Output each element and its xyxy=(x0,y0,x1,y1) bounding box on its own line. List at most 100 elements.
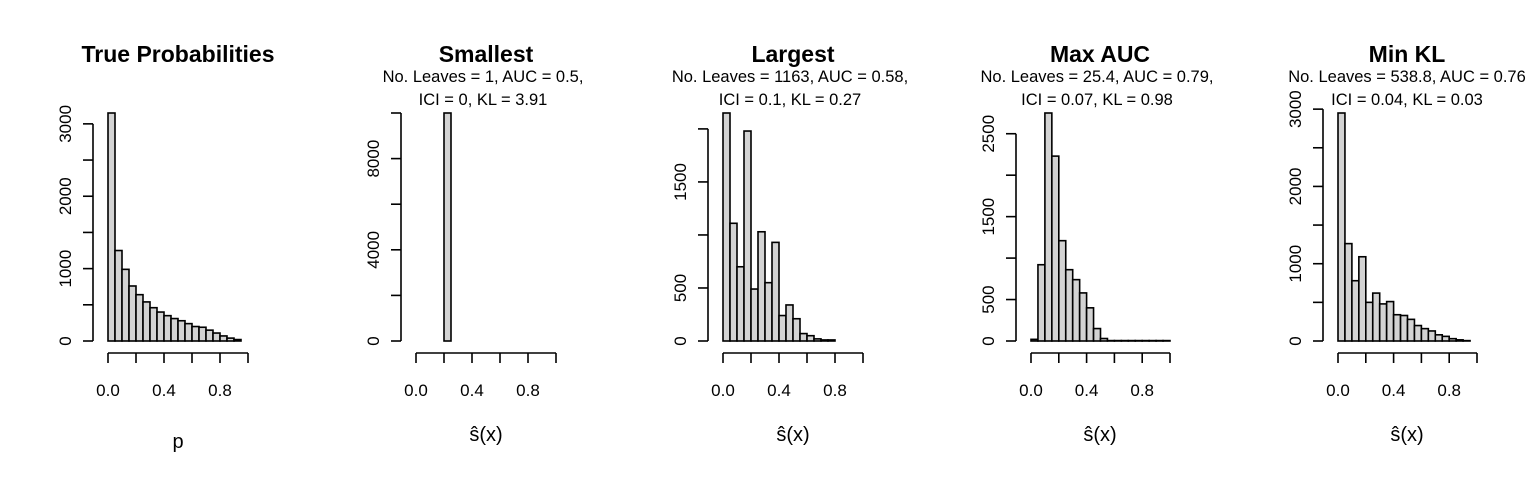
y-tick-label: 0 xyxy=(56,336,75,345)
histogram-bar xyxy=(1371,292,1381,342)
histogram-bar xyxy=(785,304,794,342)
histogram-bar xyxy=(1078,292,1088,342)
histogram-bar xyxy=(1030,338,1039,342)
y-tick-label: 1500 xyxy=(671,163,690,201)
x-tick-label: 0.0 xyxy=(711,381,735,400)
histogram-bar xyxy=(1358,255,1367,342)
histogram-bar xyxy=(792,317,801,342)
histogram-bar xyxy=(184,322,193,342)
panel-subtitle: ICI = 0.04, KL = 0.03 xyxy=(1331,91,1483,109)
x-axis-label: ŝ(x) xyxy=(1390,424,1423,446)
panel-title: Largest xyxy=(751,41,834,67)
x-tick-label: 0.8 xyxy=(1437,381,1461,400)
y-tick-label: 8000 xyxy=(364,140,383,178)
panel-subtitle: ICI = 0, KL = 3.91 xyxy=(419,91,548,109)
panel-subtitle: No. Leaves = 1, AUC = 0.5, xyxy=(383,68,584,86)
x-tick-label: 0.8 xyxy=(516,381,540,400)
y-tick-label: 3000 xyxy=(1286,90,1305,128)
histogram-bar xyxy=(1413,324,1423,342)
histogram-bar xyxy=(142,301,151,342)
panel-subtitle: No. Leaves = 25.4, AUC = 0.79, xyxy=(981,68,1214,86)
y-tick-label: 3000 xyxy=(56,105,75,143)
panel-title: Max AUC xyxy=(1050,41,1150,67)
x-tick-label: 0.4 xyxy=(152,381,176,400)
x-tick-label: 0.0 xyxy=(404,381,428,400)
histogram-bar xyxy=(170,317,179,342)
y-tick-label: 1000 xyxy=(1286,245,1305,283)
histogram-bar xyxy=(743,130,752,342)
y-tick-label: 0 xyxy=(671,336,690,345)
histogram-bar xyxy=(177,319,186,342)
x-tick-label: 0.8 xyxy=(823,381,847,400)
x-tick-label: 0.0 xyxy=(1326,381,1350,400)
histogram-bar xyxy=(114,249,123,342)
panel-title: Smallest xyxy=(439,41,534,67)
x-tick-label: 0.4 xyxy=(1075,381,1099,400)
histogram-bar xyxy=(771,241,780,342)
histogram-bar xyxy=(778,314,787,342)
histogram-bar xyxy=(757,230,766,342)
histogram-bar xyxy=(820,339,829,342)
y-tick-label: 0 xyxy=(979,336,998,345)
histogram-bar xyxy=(1092,327,1102,342)
panel-title: Min KL xyxy=(1369,41,1446,67)
y-tick-label: 1000 xyxy=(56,250,75,288)
histogram-bar xyxy=(1058,239,1067,342)
histogram-bar xyxy=(806,334,815,342)
panel-1: True Probabilities 0.0 0.4 0.8 0 1000 2000 3000… xyxy=(56,41,275,453)
histogram-bar xyxy=(722,112,731,342)
histogram-bar xyxy=(827,339,836,342)
histogram-bar xyxy=(156,311,165,342)
histogram-bar xyxy=(1365,301,1374,342)
panel-title: True Probabilities xyxy=(82,41,275,67)
x-tick-label: 0.4 xyxy=(767,381,791,400)
histogram-bar xyxy=(198,326,207,342)
histogram-bar xyxy=(813,338,822,342)
histogram-bar xyxy=(149,306,158,342)
y-tick-label: 0 xyxy=(1286,336,1305,345)
histogram-bar xyxy=(226,337,235,342)
histogram-bar xyxy=(205,329,214,342)
histogram-bar xyxy=(1427,330,1437,342)
histogram-bar xyxy=(799,332,808,342)
histogram-bar xyxy=(1037,263,1046,342)
x-tick-label: 0.8 xyxy=(1130,381,1154,400)
histogram-bar xyxy=(750,288,759,342)
panel-subtitle: No. Leaves = 538.8, AUC = 0.76 xyxy=(1288,68,1526,86)
panel-subtitle: ICI = 0.1, KL = 0.27 xyxy=(719,91,861,109)
histogram-bar xyxy=(1071,278,1081,342)
histogram-bar xyxy=(443,112,452,342)
histogram-bar xyxy=(736,265,745,342)
y-tick-label: 500 xyxy=(979,285,998,313)
histogram-bar xyxy=(233,338,242,342)
x-axis-label: ŝ(x) xyxy=(469,424,502,446)
histogram-bar xyxy=(1044,112,1053,342)
histogram-bar xyxy=(219,335,228,342)
histogram-bar xyxy=(1344,242,1353,342)
x-tick-label: 0.4 xyxy=(460,381,484,400)
histogram-bar xyxy=(764,281,773,342)
histogram-bar xyxy=(1434,334,1444,342)
histogram-bar xyxy=(1455,339,1464,342)
y-tick-label: 0 xyxy=(364,336,383,345)
histogram-bar xyxy=(1392,313,1402,342)
histogram-bar xyxy=(1406,318,1416,342)
histogram-bar xyxy=(1099,337,1109,342)
x-tick-label: 0.4 xyxy=(1382,381,1406,400)
histogram-bar xyxy=(212,332,221,342)
x-tick-label: 0.0 xyxy=(96,381,120,400)
histogram-bar xyxy=(107,112,116,342)
histogram-bar xyxy=(1420,327,1430,342)
y-tick-label: 4000 xyxy=(364,231,383,269)
x-tick-label: 0.8 xyxy=(208,381,232,400)
histogram-bar xyxy=(1337,112,1346,342)
x-tick-label: 0.0 xyxy=(1019,381,1043,400)
histogram-bar xyxy=(1085,307,1095,342)
y-tick-label: 2500 xyxy=(979,115,998,153)
histogram-bar xyxy=(121,268,130,342)
histogram-bar xyxy=(1051,155,1060,342)
